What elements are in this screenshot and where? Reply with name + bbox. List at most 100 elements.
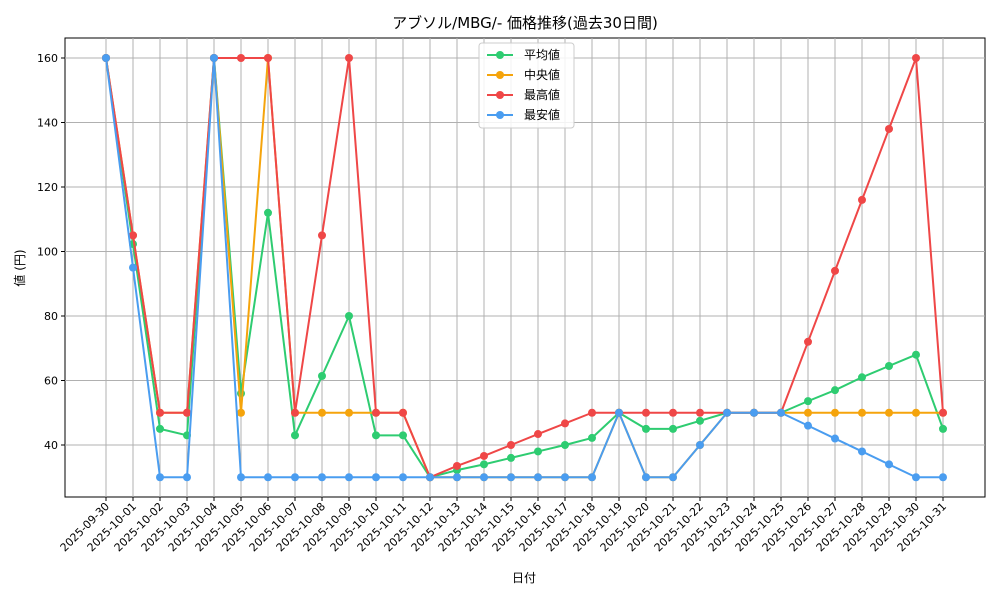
legend-marker-icon (496, 51, 504, 59)
data-point (156, 408, 164, 417)
y-tick-label: 100 (37, 246, 58, 259)
legend-box (478, 42, 575, 129)
data-point (480, 460, 488, 469)
y-axis-label: 値 (円) (12, 249, 27, 286)
data-point (912, 408, 920, 417)
data-point (399, 408, 407, 417)
data-point (831, 434, 839, 443)
data-point (858, 408, 866, 417)
data-point (237, 389, 245, 398)
legend: 平均値 中央値 最高値 最安値 (478, 42, 575, 129)
data-point (372, 408, 380, 417)
data-point (885, 408, 893, 417)
data-point (534, 430, 542, 439)
data-point (426, 473, 434, 482)
legend-item-average: 平均値 (487, 47, 560, 62)
data-point (588, 473, 596, 482)
data-point (561, 473, 569, 482)
data-point (696, 408, 704, 417)
data-point (372, 431, 380, 440)
chart-title: アブソル/MBG/- 価格推移(過去30日間) (392, 14, 658, 32)
legend-label: 最安値 (524, 107, 560, 122)
data-point (831, 408, 839, 417)
data-point (291, 473, 299, 482)
data-point (264, 208, 272, 217)
data-point (318, 473, 326, 482)
data-point (453, 461, 461, 470)
data-point (345, 312, 353, 320)
data-point (642, 408, 650, 417)
y-tick-label: 40 (44, 439, 58, 452)
data-point (345, 54, 353, 62)
data-point (939, 473, 947, 482)
x-axis-ticks: 2025-09-302025-10-012025-10-022025-10-03… (58, 497, 949, 554)
legend-label: 中央値 (524, 67, 560, 82)
data-point (885, 361, 893, 370)
data-point (399, 431, 407, 440)
data-point (237, 408, 245, 417)
data-point (777, 408, 785, 417)
data-point (885, 460, 893, 469)
legend-marker-icon (496, 111, 504, 119)
data-point (480, 451, 488, 460)
grid-lines (65, 38, 985, 497)
data-point (318, 371, 326, 380)
data-point (453, 473, 461, 482)
data-point (669, 424, 677, 433)
data-point (507, 453, 515, 462)
data-point (183, 473, 191, 482)
data-point (237, 54, 245, 62)
y-tick-label: 120 (37, 181, 58, 194)
data-point (318, 231, 326, 240)
data-point (831, 386, 839, 395)
data-point (858, 447, 866, 456)
data-point (804, 408, 812, 417)
y-tick-label: 140 (37, 117, 58, 130)
data-point (237, 473, 245, 482)
data-point (210, 54, 218, 62)
legend-item-median: 中央値 (487, 67, 560, 82)
data-point (939, 408, 947, 417)
data-point (372, 473, 380, 482)
data-point (507, 441, 515, 449)
data-point (291, 408, 299, 417)
legend-item-max: 最高値 (487, 87, 560, 102)
x-axis-label: 日付 (512, 571, 536, 585)
data-point (129, 231, 137, 240)
data-point (345, 408, 353, 417)
data-point (588, 433, 596, 442)
y-axis-ticks: 40 60 80 100 120 140 160 (37, 52, 65, 452)
legend-item-min: 最安値 (487, 107, 560, 122)
y-tick-label: 160 (37, 52, 58, 65)
data-point (102, 54, 110, 62)
series-最安値 (102, 54, 947, 482)
data-point (399, 473, 407, 482)
data-point (723, 408, 731, 417)
data-point (885, 124, 893, 133)
legend-label: 最高値 (524, 87, 560, 102)
data-point (561, 441, 569, 449)
legend-marker-icon (496, 71, 504, 79)
data-point (183, 408, 191, 417)
data-point (912, 54, 920, 62)
data-point (156, 424, 164, 433)
data-point (507, 473, 515, 482)
data-point (750, 408, 758, 417)
data-point (264, 54, 272, 62)
data-point (345, 473, 353, 482)
data-point (534, 447, 542, 456)
data-point (804, 421, 812, 430)
data-point (642, 473, 650, 482)
data-point (696, 416, 704, 425)
data-point (156, 473, 164, 482)
data-point (291, 431, 299, 440)
data-point (129, 263, 137, 272)
data-point (318, 408, 326, 417)
data-point (939, 424, 947, 433)
y-tick-label: 60 (44, 375, 58, 388)
data-point (696, 441, 704, 449)
data-point (804, 397, 812, 406)
y-tick-label: 80 (44, 310, 58, 323)
